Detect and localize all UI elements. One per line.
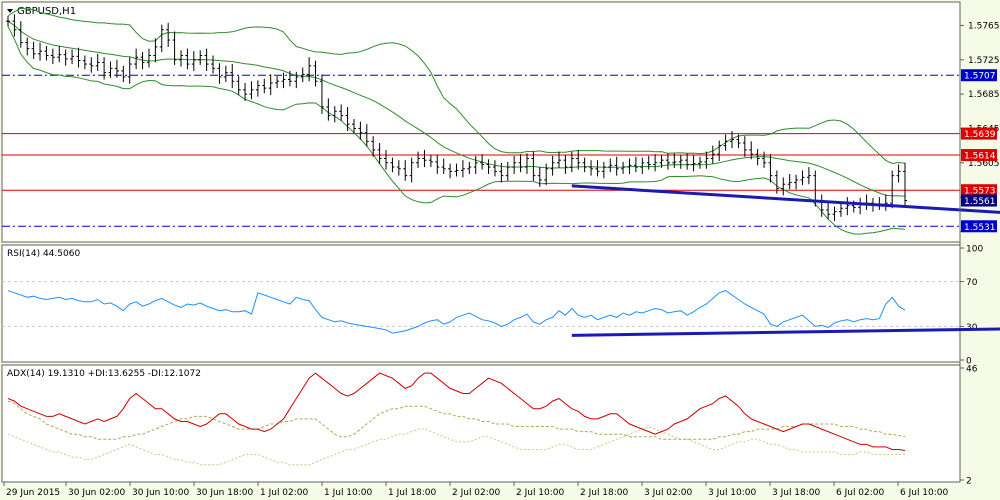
bollinger-middle (7, 20, 906, 197)
rsi-tick-label: 100 (966, 245, 983, 255)
rsi-tick-label: 70 (966, 278, 978, 288)
minus-di-line (7, 425, 906, 466)
adx-line (7, 400, 906, 440)
time-tick-label: 30 Jun 02:00 (68, 488, 125, 498)
time-tick-label: 3 Jul 02:00 (644, 488, 693, 498)
price-levels (2, 74, 960, 227)
price-label-text: 1.5531 (964, 223, 996, 233)
time-axis: 29 Jun 2015 30 Jun 02:00 30 Jun 10:00 30 Ju… (3, 482, 949, 498)
symbol-dropdown-icon[interactable] (7, 9, 13, 13)
price-label-box (961, 220, 997, 233)
time-tick-label: 1 Jul 02:00 (260, 488, 309, 498)
price-label-box (961, 184, 997, 197)
time-tick-label: 1 Jul 18:00 (388, 488, 437, 498)
adx-label: ADX(14) 19.1310 +DI:13.6255 -DI:12.1072 (7, 369, 201, 379)
time-tick-label: 6 Jul 02:00 (836, 488, 885, 498)
price-tick-label: 1.5725 (968, 56, 1000, 66)
chart-title: GBPUSD,H1 (17, 6, 76, 17)
time-tick-label: 3 Jul 10:00 (708, 488, 757, 498)
time-tick-label: 2 Jul 02:00 (452, 488, 501, 498)
trendlines (571, 184, 1000, 214)
time-tick-label: 30 Jun 10:00 (132, 488, 189, 498)
price-tick-label: 1.5765 (968, 21, 1000, 31)
time-tick-label: 1 Jul 10:00 (324, 488, 373, 498)
time-tick-label: 30 Jun 18:00 (196, 488, 253, 498)
rsi-line (7, 290, 906, 334)
plus-di-line (7, 372, 906, 451)
price-label-box (961, 69, 997, 82)
price-bars (6, 14, 907, 222)
price-label-text: 1.5561 (964, 197, 996, 207)
time-tick-label: 2 Jul 10:00 (516, 488, 565, 498)
adx-tick-label: 2 (966, 477, 972, 487)
bollinger-upper (7, 7, 906, 165)
price-label-text: 1.5639 (964, 130, 996, 140)
bollinger-bands (7, 7, 906, 235)
price-label-text: 1.5573 (964, 187, 996, 197)
rsi-label: RSI(14) 44.5060 (7, 249, 80, 259)
time-tick-label: 6 Jul 10:00 (900, 488, 949, 498)
time-tick-label: 2 Jul 18:00 (580, 488, 629, 498)
time-tick-label: 3 Jul 18:00 (772, 488, 821, 498)
time-tick-label: 29 Jun 2015 (6, 488, 60, 498)
rsi-trendline (571, 327, 1000, 337)
rsi-plot: 100 70 30 0 (2, 245, 1000, 367)
price-tick-label: 1.5605 (968, 159, 1000, 169)
main-trendline (571, 184, 1000, 214)
rsi-tick-label: 30 (966, 323, 978, 333)
bollinger-lower (7, 26, 906, 235)
price-label-box (961, 127, 997, 140)
price-label-box (961, 149, 997, 162)
price-label-text: 1.5614 (964, 152, 996, 162)
price-label-text: 1.5707 (964, 72, 996, 82)
price-tick-label: 1.5685 (968, 90, 1000, 100)
adx-tick-label: 46 (966, 365, 978, 375)
adx-plot: 46 2 (7, 365, 978, 487)
rsi-tick-label: 0 (966, 357, 972, 367)
price-label-box (961, 194, 997, 207)
rsi-panel (1, 244, 961, 363)
